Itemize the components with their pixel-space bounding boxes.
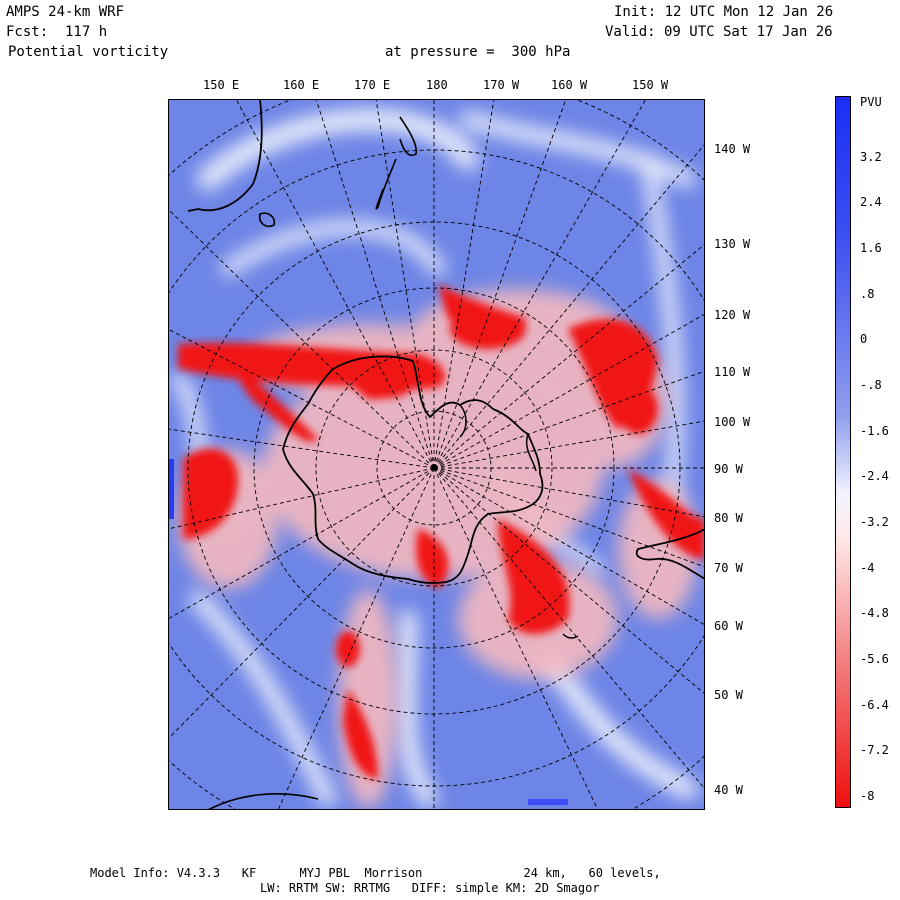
coast-segment [525, 433, 537, 472]
lon-label-right: 40 W [714, 783, 743, 797]
red-pv-bands [178, 284, 705, 779]
lon-label-top: 160 E [283, 78, 320, 92]
colorbar-tick: -.8 [860, 378, 882, 392]
model-info-line1: Model Info: V4.3.3 KF MYJ PBL Morrison 2… [90, 866, 661, 880]
lon-label-right: 80 W [714, 511, 743, 525]
lon-label-top: 170 W [483, 78, 520, 92]
colorbar-tick: 3.2 [860, 150, 882, 164]
lon-label-right: 130 W [714, 237, 751, 251]
africa-coastline [207, 793, 319, 810]
colorbar-tick: -7.2 [860, 743, 889, 757]
australia-coastline [187, 99, 263, 212]
colorbar-tick: -1.6 [860, 424, 889, 438]
model-info-line2: LW: RRTM SW: RRTMG DIFF: simple KM: 2D S… [260, 881, 600, 895]
new-zealand-coastline [375, 116, 418, 210]
lon-label-right: 120 W [714, 308, 751, 322]
south-america-coastline [635, 528, 705, 580]
lon-label-right: 140 W [714, 142, 751, 156]
lon-label-right: 50 W [714, 688, 743, 702]
antarctica-coastline [282, 355, 544, 584]
colorbar-tick: -8 [860, 789, 875, 803]
init-time: Init: 12 UTC Mon 12 Jan 26 [614, 4, 834, 20]
colorbar-tick: -6.4 [860, 698, 889, 712]
colorbar-unit: PVU [860, 95, 882, 109]
strong-pv-patch [168, 459, 174, 519]
colorbar-tick: -3.2 [860, 515, 889, 529]
field-name: Potential vorticity [8, 44, 169, 60]
colorbar-tick: 2.4 [860, 195, 882, 209]
colorbar-tick: .8 [860, 287, 875, 301]
meridians [168, 99, 705, 810]
pressure-level: at pressure = 300 hPa [385, 44, 571, 60]
colorbar-tick: -5.6 [860, 652, 889, 666]
lon-label-right: 60 W [714, 619, 743, 633]
model-title: AMPS 24-km WRF [6, 4, 125, 20]
lon-label-right: 70 W [714, 561, 743, 575]
lon-label-top: 160 W [551, 78, 588, 92]
lon-label-right: 100 W [714, 415, 751, 429]
forecast-hour: Fcst: 117 h [6, 24, 108, 40]
colorbar-tick: 1.6 [860, 241, 882, 255]
pv-map [168, 99, 705, 810]
lon-label-top: 170 E [354, 78, 391, 92]
island-coastline [562, 633, 579, 639]
pv-colorbar [835, 96, 851, 808]
lon-label-top: 150 E [203, 78, 240, 92]
colorbar-gradient [835, 96, 851, 808]
lon-label-right: 90 W [714, 462, 743, 476]
lon-label-right: 110 W [714, 365, 751, 379]
lon-label-top: 150 W [632, 78, 669, 92]
strong-pv-patch [528, 799, 568, 805]
colorbar-tick: 0 [860, 332, 868, 346]
tasmania-coastline [258, 212, 276, 228]
map-frame [168, 99, 705, 810]
colorbar-tick: -4 [860, 561, 875, 575]
lon-label-top: 180 [426, 78, 448, 92]
colorbar-frame [835, 96, 851, 808]
colorbar-tick: -2.4 [860, 469, 889, 483]
antarctic-peninsula-coast [459, 404, 467, 438]
colorbar-tick: -4.8 [860, 606, 889, 620]
valid-time: Valid: 09 UTC Sat 17 Jan 26 [605, 24, 833, 40]
